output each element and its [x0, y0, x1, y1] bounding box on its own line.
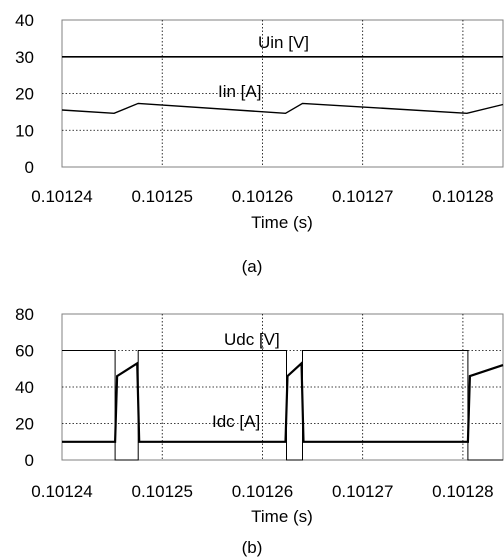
y-tick-label: 40	[15, 378, 34, 397]
x-tick-label: 0.10128	[432, 187, 493, 206]
x-tick-label: 0.10124	[31, 187, 92, 206]
x-tick-label: 0.10128	[432, 482, 493, 501]
chart-panel-b: 0 20 40 60 80 0.10124 0.10125 0.10126 0.10127 0.1…	[15, 305, 504, 557]
series-b	[62, 350, 504, 461]
y-tick-label: 60	[15, 342, 34, 361]
x-axis-label-a: Time (s)	[251, 213, 313, 232]
y-tick-label: 80	[15, 305, 34, 324]
y-tick-label: 40	[15, 11, 34, 30]
x-tick-label: 0.10126	[232, 482, 293, 501]
y-tick-label: 0	[25, 451, 34, 470]
x-tick-label: 0.10126	[232, 187, 293, 206]
series-line-1	[61, 102, 504, 115]
x-tick-label: 0.10127	[332, 482, 393, 501]
annotation-udc: Udc [V]	[224, 330, 280, 349]
y-tick-label: 0	[25, 158, 34, 177]
x-tick-label: 0.10127	[332, 187, 393, 206]
x-axis-label-b: Time (s)	[251, 507, 313, 526]
chart-panel-a: 0 10 20 30 40 0.10124 0.10125 0.10126 0.10127 0.1…	[15, 11, 504, 276]
series-line-1	[62, 360, 504, 443]
y-tick-label: 20	[15, 85, 34, 104]
caption-b: (b)	[242, 538, 263, 557]
tick-labels-b: 0 20 40 60 80 0.10124 0.10125 0.10126 0.10127 0.1…	[15, 305, 494, 501]
tick-labels-a: 0 10 20 30 40 0.10124 0.10125 0.10126 0.10127 0.1…	[15, 11, 494, 206]
x-tick-label: 0.10125	[132, 187, 193, 206]
y-tick-label: 10	[15, 121, 34, 140]
annotation-iin: Iin [A]	[218, 82, 261, 101]
x-tick-label: 0.10124	[31, 482, 92, 501]
y-tick-label: 20	[15, 415, 34, 434]
caption-a: (a)	[242, 257, 263, 276]
annotation-idc: Idc [A]	[212, 412, 260, 431]
annotation-uin: Uin [V]	[258, 33, 309, 52]
series-a	[61, 55, 504, 115]
x-tick-label: 0.10125	[132, 482, 193, 501]
y-tick-label: 30	[15, 48, 34, 67]
